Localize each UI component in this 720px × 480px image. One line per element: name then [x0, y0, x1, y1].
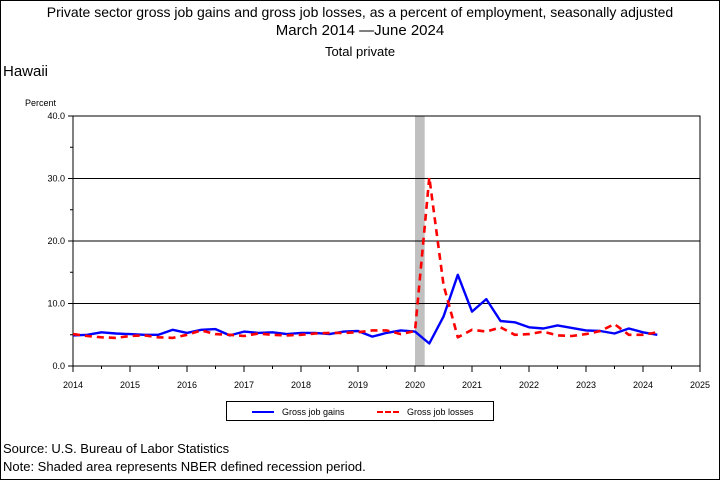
chart-date-range: March 2014 —June 2024: [275, 22, 445, 39]
recession-note: Note: Shaded area represents NBER define…: [3, 459, 366, 474]
x-tick-label: 2016: [177, 380, 197, 390]
y-tick-label: 0.0: [52, 361, 65, 371]
x-tick-label: 2017: [234, 380, 254, 390]
legend-swatch-gains: [252, 411, 274, 413]
legend-swatch-losses: [377, 411, 399, 413]
legend-item-gains: Gross job gains: [252, 407, 345, 417]
line-chart: 0.0 10.0 20.0 30.0 40.0 2014 2015 2016 2017 2018 2…: [47, 111, 710, 390]
x-tick-label: 2022: [519, 380, 539, 390]
y-tick-label: 40.0: [47, 111, 65, 121]
x-tick-label: 2020: [405, 380, 425, 390]
x-tick-label: 2024: [633, 380, 653, 390]
x-tick-label: 2019: [348, 380, 368, 390]
chart-legend: Gross job gains Gross job losses: [226, 401, 494, 421]
legend-label-gains: Gross job gains: [282, 407, 345, 417]
x-tick-label: 2021: [462, 380, 482, 390]
y-tick-label: 30.0: [47, 174, 65, 184]
y-tick-label: 10.0: [47, 299, 65, 309]
x-tick-label: 2023: [576, 380, 596, 390]
series-gross-job-losses: [72, 176, 658, 340]
y-axis-label: Percent: [25, 98, 57, 108]
region-label: Hawaii: [3, 63, 49, 80]
x-tick-label: 2018: [291, 380, 311, 390]
series-gross-job-gains: [72, 273, 658, 345]
x-tick-label: 2025: [690, 380, 710, 390]
chart-title: Private sector gross job gains and gross…: [46, 4, 674, 20]
chart-subtitle: Total private: [324, 44, 396, 59]
y-tick-label: 20.0: [47, 236, 65, 246]
x-tick-label: 2014: [63, 380, 83, 390]
x-tick-label: 2015: [120, 380, 140, 390]
source-note: Source: U.S. Bureau of Labor Statistics: [3, 441, 230, 456]
legend-label-losses: Gross job losses: [407, 407, 474, 417]
legend-item-losses: Gross job losses: [377, 407, 474, 417]
